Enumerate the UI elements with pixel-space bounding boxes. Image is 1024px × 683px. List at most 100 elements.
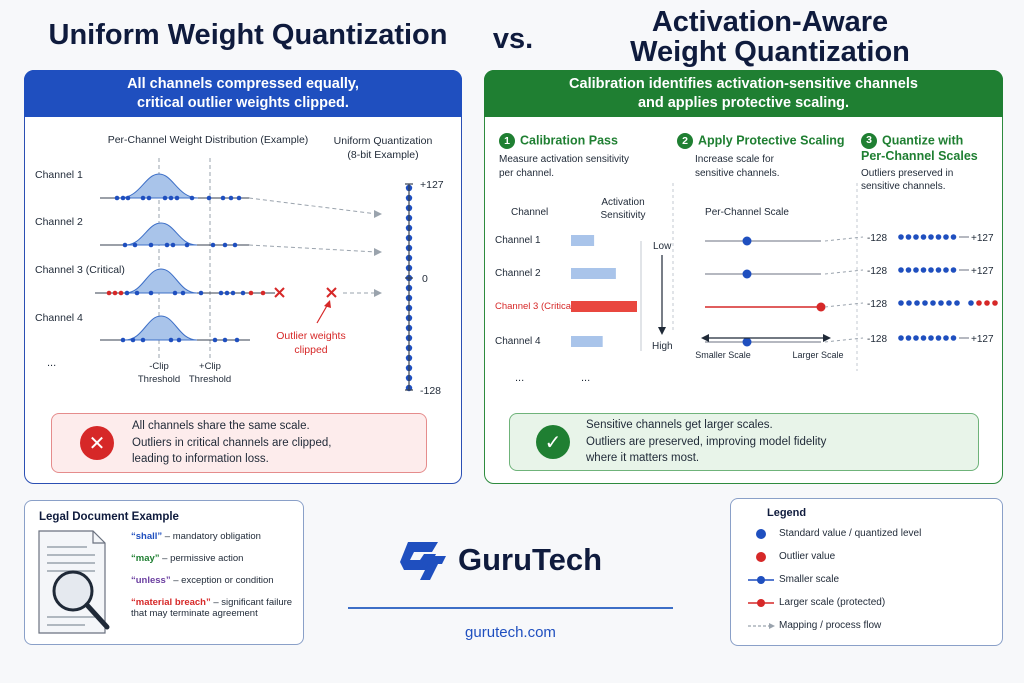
step-desc-line: Measure activation sensitivity bbox=[499, 154, 630, 165]
weight-dot bbox=[170, 242, 176, 248]
legal-terms: “shall” – mandatory obligation “may” – p… bbox=[131, 531, 303, 620]
legend-label: Larger scale (protected) bbox=[779, 597, 886, 608]
quant-dot bbox=[954, 300, 960, 306]
outlier-label: Outlier weights bbox=[276, 330, 345, 342]
right-title-line2: Weight Quantization bbox=[630, 36, 910, 69]
weight-dot bbox=[210, 242, 216, 248]
neg-clip-label: Threshold bbox=[138, 374, 180, 385]
legend-title: Legend bbox=[767, 507, 807, 519]
col-scale-label: Per-Channel Scale bbox=[705, 207, 789, 218]
pos-clip-label: Threshold bbox=[189, 374, 231, 385]
legend-item: Outlier value bbox=[743, 545, 990, 568]
mapping-arrow-head bbox=[374, 210, 382, 218]
awq-banner-line1: Calibration identifies activation-sensit… bbox=[569, 76, 918, 93]
uniform-panel: All channels compressed equally, critica… bbox=[24, 70, 462, 484]
low-label: Low bbox=[653, 241, 672, 252]
weight-dot bbox=[125, 195, 131, 201]
quant-dot bbox=[920, 335, 927, 341]
awq-callout-line1: Sensitive channels get larger scales. bbox=[586, 418, 773, 431]
awq-callout: ✓ Sensitive channels get larger scales. … bbox=[509, 413, 979, 471]
left-ellipsis: ... bbox=[47, 357, 56, 369]
sensitivity-arrow-head bbox=[658, 327, 666, 335]
step-desc: Increase scale for sensitive channels. bbox=[677, 153, 855, 180]
activation-aware-panel: Calibration identifies activation-sensit… bbox=[484, 70, 1003, 484]
legal-term-desc: – mandatory obligation bbox=[164, 531, 261, 542]
legal-term-row: “material breach” – significant failure t… bbox=[131, 597, 303, 620]
weight-dot bbox=[146, 195, 152, 201]
red-dot-icon bbox=[743, 551, 779, 562]
scale-dot bbox=[816, 302, 826, 312]
smaller-scale-label: Smaller Scale bbox=[695, 350, 751, 360]
step-title: Apply Protective Scaling bbox=[698, 133, 845, 148]
quant-dot bbox=[935, 234, 942, 240]
right-channel-label: Channel 2 bbox=[495, 268, 541, 279]
legal-term-desc: – significant failure bbox=[213, 597, 293, 608]
weight-dot bbox=[120, 337, 126, 343]
uniform-callout: ✕ All channels share the same scale. Out… bbox=[51, 413, 427, 473]
brand-divider bbox=[348, 607, 673, 609]
left-channel-row-2 bbox=[100, 222, 250, 246]
weight-dot bbox=[120, 195, 126, 201]
quant-dot bbox=[935, 335, 942, 341]
step-desc-line: Outliers preserved in bbox=[861, 167, 954, 179]
mapping-arrow bbox=[248, 197, 378, 215]
legal-term: “shall” bbox=[131, 531, 163, 542]
neg-clip-label: -Clip bbox=[149, 361, 169, 372]
sensitivity-bar bbox=[571, 235, 595, 246]
scale-dot bbox=[742, 337, 752, 347]
weight-dot bbox=[240, 290, 246, 296]
weight-dot bbox=[106, 290, 112, 296]
weight-dot bbox=[218, 290, 224, 296]
awq-callout-text: Sensitive channels get larger scales. Ou… bbox=[586, 417, 826, 467]
legal-term: “material breach” bbox=[131, 597, 211, 608]
step-title: Per-Channel Scales bbox=[861, 149, 978, 163]
awq-callout-line2: Outliers are preserved, improving model … bbox=[586, 435, 827, 448]
quant-min-label: -128 bbox=[867, 266, 887, 277]
left-channel-label: Channel 2 bbox=[35, 216, 83, 228]
sensitivity-bar bbox=[571, 301, 637, 312]
quant-dot bbox=[906, 300, 912, 306]
quant-dot bbox=[984, 300, 990, 306]
quant-dot bbox=[943, 335, 949, 341]
weight-dot bbox=[248, 290, 254, 296]
legend-label: Outlier value bbox=[779, 551, 836, 562]
step-desc-line: per channel. bbox=[499, 167, 555, 179]
uniform-callout-line3: leading to information loss. bbox=[132, 453, 269, 466]
quant-dot bbox=[930, 300, 936, 306]
weight-dot bbox=[174, 195, 180, 201]
quant-dot bbox=[905, 335, 912, 341]
legend-label: Standard value / quantized level bbox=[779, 528, 922, 539]
left-channel-label: Channel 4 bbox=[35, 312, 83, 324]
left-title: Uniform Weight Quantization bbox=[48, 19, 448, 51]
quant-dot bbox=[913, 234, 919, 240]
col-channel-label: Channel bbox=[511, 207, 548, 218]
quant-dot bbox=[950, 234, 957, 240]
weight-dot bbox=[122, 242, 128, 248]
weight-dot bbox=[234, 337, 240, 343]
weight-dot bbox=[180, 290, 186, 296]
uniform-diagram: Per-Channel Weight Distribution (Example… bbox=[35, 134, 444, 397]
uniform-callout-text: All channels share the same scale. Outli… bbox=[132, 418, 331, 468]
quant-dot bbox=[943, 234, 949, 240]
legal-term-row: “may” – permissive action bbox=[131, 553, 303, 575]
quant-dot bbox=[928, 234, 934, 240]
mapping-arrow bbox=[824, 337, 864, 343]
legend-label: Mapping / process flow bbox=[779, 620, 882, 631]
weight-dot bbox=[112, 290, 118, 296]
left-channel-label: Channel 3 (Critical) bbox=[35, 264, 125, 276]
quant-dot bbox=[943, 267, 949, 273]
step-desc: Outliers preserved in sensitive channels… bbox=[861, 167, 999, 194]
mapping-arrow-head bbox=[374, 289, 382, 297]
scale-range-arrow-head bbox=[823, 334, 831, 342]
weight-dot bbox=[222, 337, 228, 343]
quant-dot bbox=[922, 300, 928, 306]
document-magnifier-icon bbox=[38, 530, 110, 634]
sensitivity-bar bbox=[571, 268, 616, 279]
legal-title: Legal Document Example bbox=[39, 511, 179, 523]
check-icon: ✓ bbox=[536, 425, 570, 459]
scale-range-arrow-head bbox=[701, 334, 709, 342]
weight-dot bbox=[124, 290, 130, 296]
larger-scale-label: Larger Scale bbox=[792, 350, 843, 360]
brand-url[interactable]: gurutech.com bbox=[465, 624, 556, 641]
step-3: 3 Quantize with Per-Channel Scales Outlier… bbox=[861, 133, 999, 194]
